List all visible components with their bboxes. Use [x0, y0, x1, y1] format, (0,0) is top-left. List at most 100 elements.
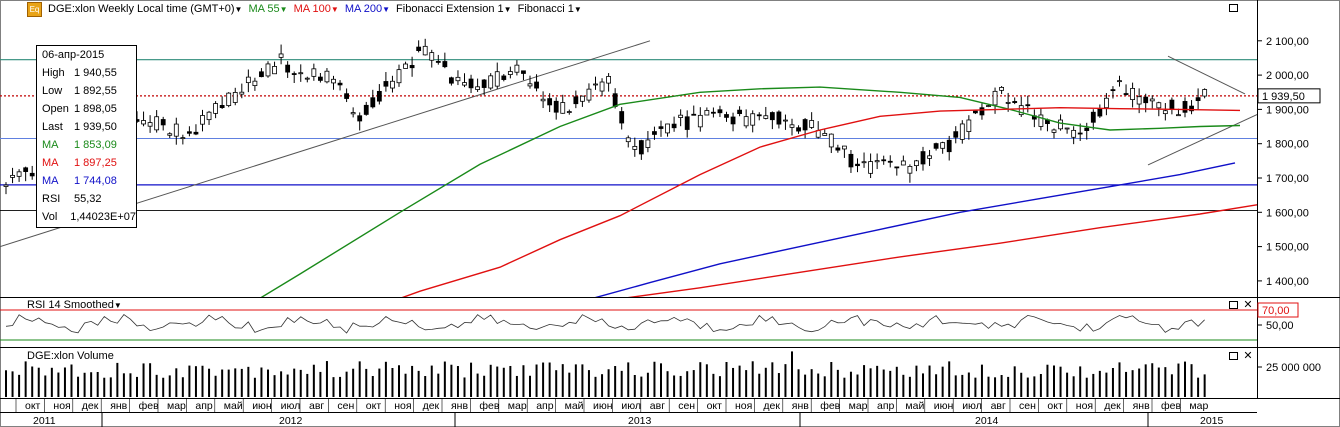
fibonacci-label[interactable]: Fibonacci 1	[517, 3, 574, 15]
candle	[141, 111, 146, 127]
month-label: ноя	[735, 400, 752, 412]
candle	[475, 78, 481, 92]
candle	[403, 61, 408, 69]
chevron-down-icon[interactable]: ▼	[573, 4, 582, 14]
maximize-rsi-pane-icon[interactable]	[1229, 301, 1238, 309]
candle	[252, 77, 258, 91]
candle	[527, 75, 533, 89]
chevron-down-icon[interactable]: ▼	[503, 4, 512, 14]
candle	[331, 75, 336, 90]
close-rsi-pane-icon[interactable]: ✕	[1243, 299, 1253, 311]
info-label: Last	[42, 121, 63, 133]
candle	[337, 80, 343, 91]
candle	[1149, 95, 1155, 109]
candle	[953, 126, 959, 144]
ma200-label[interactable]: MA 200	[344, 3, 383, 15]
candle	[809, 112, 815, 129]
candle	[1051, 128, 1057, 139]
month-label: июл	[962, 400, 982, 412]
candle	[966, 115, 972, 140]
candle	[1064, 127, 1070, 134]
chevron-down-icon[interactable]: ▼	[330, 4, 339, 14]
candle	[350, 107, 356, 118]
candle	[730, 112, 736, 132]
candle	[285, 61, 291, 78]
candle	[920, 146, 926, 171]
candle	[933, 142, 939, 151]
symbol-title[interactable]: DGE:xlon Weekly Local time (GMT+0)	[48, 3, 235, 15]
candle	[232, 87, 238, 106]
month-label: ноя	[1076, 400, 1093, 412]
candle	[756, 112, 762, 121]
chevron-down-icon[interactable]: ▼	[279, 4, 288, 14]
month-label: янв	[792, 400, 809, 412]
info-label: RSI	[42, 193, 61, 205]
candle	[1038, 108, 1044, 131]
candle	[239, 83, 245, 99]
close-volume-pane-icon[interactable]: ✕	[1243, 350, 1253, 362]
month-label: май	[224, 400, 243, 412]
candle	[462, 73, 467, 88]
candle	[900, 155, 906, 166]
candle	[606, 73, 611, 92]
data-window: 06-апр-2015 High 1 940,55 Low 1 892,55 Open 1…	[36, 45, 137, 228]
chevron-down-icon[interactable]: ▼	[234, 4, 243, 14]
candle	[711, 107, 716, 118]
info-label: Low	[42, 85, 63, 97]
candle	[1189, 100, 1194, 115]
info-row: Vol 1,44023E+07	[37, 208, 136, 226]
month-label: авг	[991, 400, 1006, 412]
candle	[29, 165, 35, 180]
volume-tick-label: 25 000 000	[1266, 362, 1321, 374]
candle	[979, 103, 985, 120]
candle	[697, 107, 703, 132]
candle	[586, 83, 592, 103]
month-label: мар	[167, 400, 186, 412]
chevron-down-icon[interactable]: ▼	[382, 4, 391, 14]
candle	[796, 125, 801, 134]
ma100-label[interactable]: MA 100	[293, 3, 331, 15]
candle	[501, 74, 507, 82]
candle	[311, 63, 317, 81]
month-label: янв	[1133, 400, 1150, 412]
candle	[324, 68, 330, 84]
candle	[23, 166, 29, 182]
info-row: RSI 55,32	[37, 190, 136, 208]
month-label: июн	[252, 400, 272, 412]
candle	[291, 71, 297, 84]
month-label: авг	[309, 400, 324, 412]
fibonacci-extension-label[interactable]: Fibonacci Extension 1	[396, 3, 504, 15]
month-label: янв	[451, 400, 468, 412]
candle	[200, 109, 205, 132]
month-label: окт	[25, 400, 41, 412]
candle	[534, 74, 539, 92]
candle	[180, 134, 186, 145]
chevron-down-icon[interactable]: ▼	[113, 301, 122, 310]
rsi-title[interactable]: RSI 14 Smoothed▼	[27, 299, 122, 311]
info-value: 1 940,55	[74, 67, 117, 79]
candle	[973, 110, 978, 115]
candle	[16, 169, 22, 182]
ma100-line	[401, 106, 1241, 297]
candle	[409, 56, 415, 77]
month-label: сен	[337, 400, 354, 412]
maximize-price-pane-icon[interactable]	[1229, 4, 1238, 12]
info-value: 1 898,05	[74, 103, 117, 115]
year-label: 2015	[1200, 415, 1224, 427]
info-date: 06-апр-2015	[42, 49, 105, 61]
candle	[213, 101, 219, 119]
month-label: фев	[820, 400, 840, 412]
triangle-lower-line	[1147, 114, 1257, 166]
info-label: MA	[42, 157, 59, 169]
candle	[272, 61, 277, 75]
maximize-volume-pane-icon[interactable]	[1229, 352, 1238, 360]
rsi-pane: 70,00 50,00	[0, 302, 1299, 341]
ma55-label[interactable]: MA 55	[248, 3, 280, 15]
candle	[684, 110, 690, 138]
candle	[514, 60, 520, 76]
candle	[638, 139, 644, 160]
candle	[625, 135, 631, 148]
horizontal-levels	[0, 59, 1257, 211]
month-label: дек	[82, 400, 99, 412]
